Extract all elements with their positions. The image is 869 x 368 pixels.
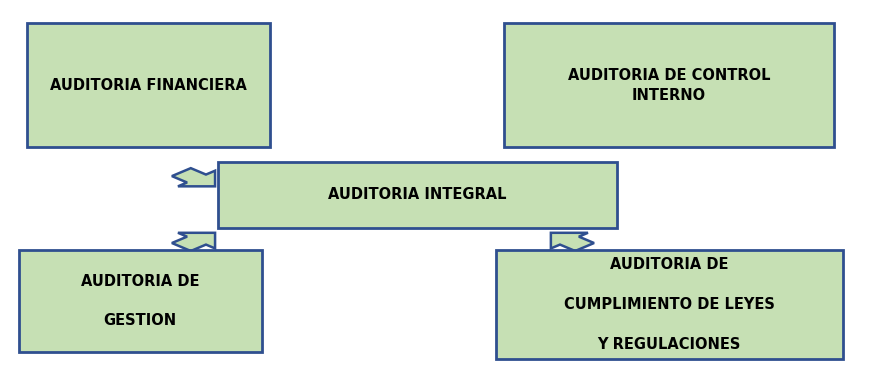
Polygon shape <box>172 233 215 251</box>
FancyBboxPatch shape <box>218 162 616 228</box>
FancyBboxPatch shape <box>495 250 841 359</box>
FancyBboxPatch shape <box>19 250 262 352</box>
Polygon shape <box>172 168 215 186</box>
Text: AUDITORIA FINANCIERA: AUDITORIA FINANCIERA <box>50 78 247 93</box>
FancyBboxPatch shape <box>504 23 833 148</box>
Text: AUDITORIA DE

CUMPLIMIENTO DE LEYES

Y REGULACIONES: AUDITORIA DE CUMPLIMIENTO DE LEYES Y REG… <box>563 258 773 351</box>
Text: AUDITORIA DE

GESTION: AUDITORIA DE GESTION <box>81 273 199 328</box>
Polygon shape <box>550 168 594 186</box>
Polygon shape <box>550 233 594 251</box>
FancyBboxPatch shape <box>28 23 270 148</box>
Text: AUDITORIA INTEGRAL: AUDITORIA INTEGRAL <box>328 187 507 202</box>
Text: AUDITORIA DE CONTROL
INTERNO: AUDITORIA DE CONTROL INTERNO <box>567 68 770 103</box>
